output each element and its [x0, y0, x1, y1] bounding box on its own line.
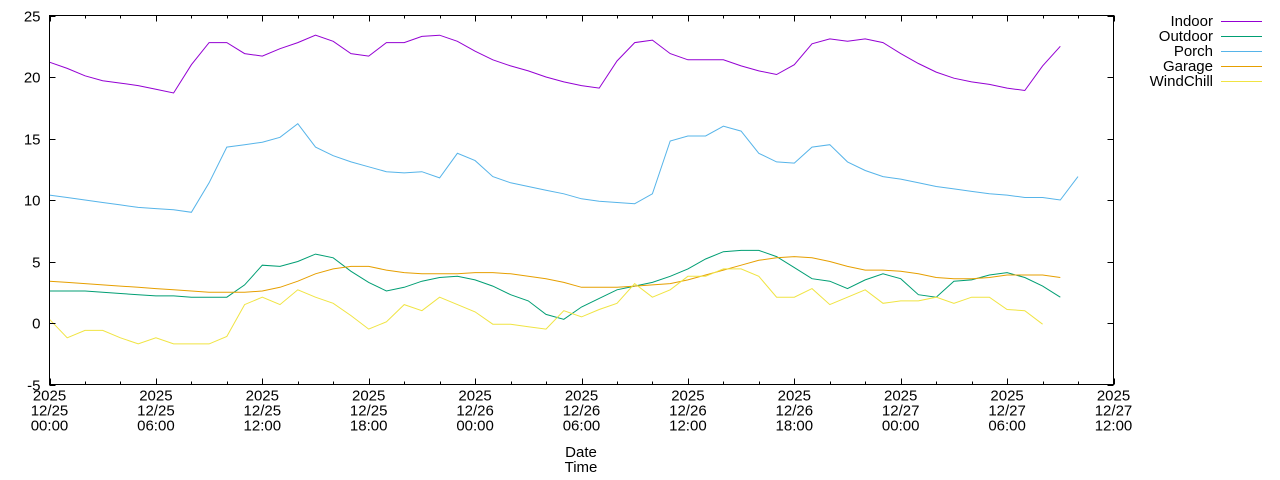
x-tick-label: 2025 12/26 06:00	[563, 388, 601, 435]
y-axis: -5 0 5 10 15 20 25	[24, 9, 1114, 395]
series-indoor-line	[49, 34, 1061, 94]
y-tick-label: 15	[24, 132, 41, 149]
y-tick-label: 20	[24, 70, 41, 87]
plot-lines	[49, 34, 1079, 345]
x-tick-label: 2025 12/25 06:00	[137, 388, 175, 435]
legend-label-outdoor: Outdoor	[1159, 28, 1213, 45]
legend-label-windchill: WindChill	[1150, 73, 1213, 90]
series-garage-line	[49, 256, 1061, 293]
series-outdoor-line	[49, 249, 1061, 320]
x-tick-label: 2025 12/25 12:00	[244, 388, 282, 435]
y-tick-label: 10	[24, 193, 41, 210]
series-porch-line	[49, 122, 1079, 213]
x-tick-label: 2025 12/25 00:00	[31, 388, 69, 435]
legend-label-porch: Porch	[1174, 43, 1213, 60]
x-tick-label: 2025 12/25 18:00	[350, 388, 388, 435]
legend-label-indoor: Indoor	[1170, 13, 1213, 30]
series-windchill-line	[49, 268, 1043, 345]
y-tick-label: -5	[27, 378, 40, 395]
x-tick-label: 2025 12/26 18:00	[776, 388, 814, 435]
x-axis-label: Date Time	[565, 444, 598, 476]
x-tick-label: 2025 12/27 12:00	[1095, 388, 1133, 435]
x-tick-label: 2025 12/27 06:00	[988, 388, 1026, 435]
y-tick-label: 5	[32, 255, 40, 272]
y-tick-label: 0	[32, 316, 40, 333]
x-axis: 2025 12/25 00:00 2025 12/25 06:00 2025 12/25 12:…	[31, 15, 1133, 435]
plot-frame	[49, 15, 1114, 385]
x-tick-label: 2025 12/26 12:00	[669, 388, 707, 435]
x-tick-label: 2025 12/26 00:00	[456, 388, 494, 435]
y-tick-label: 25	[24, 9, 41, 26]
x-tick-label: 2025 12/27 00:00	[882, 388, 920, 435]
legend-label-garage: Garage	[1163, 58, 1213, 75]
